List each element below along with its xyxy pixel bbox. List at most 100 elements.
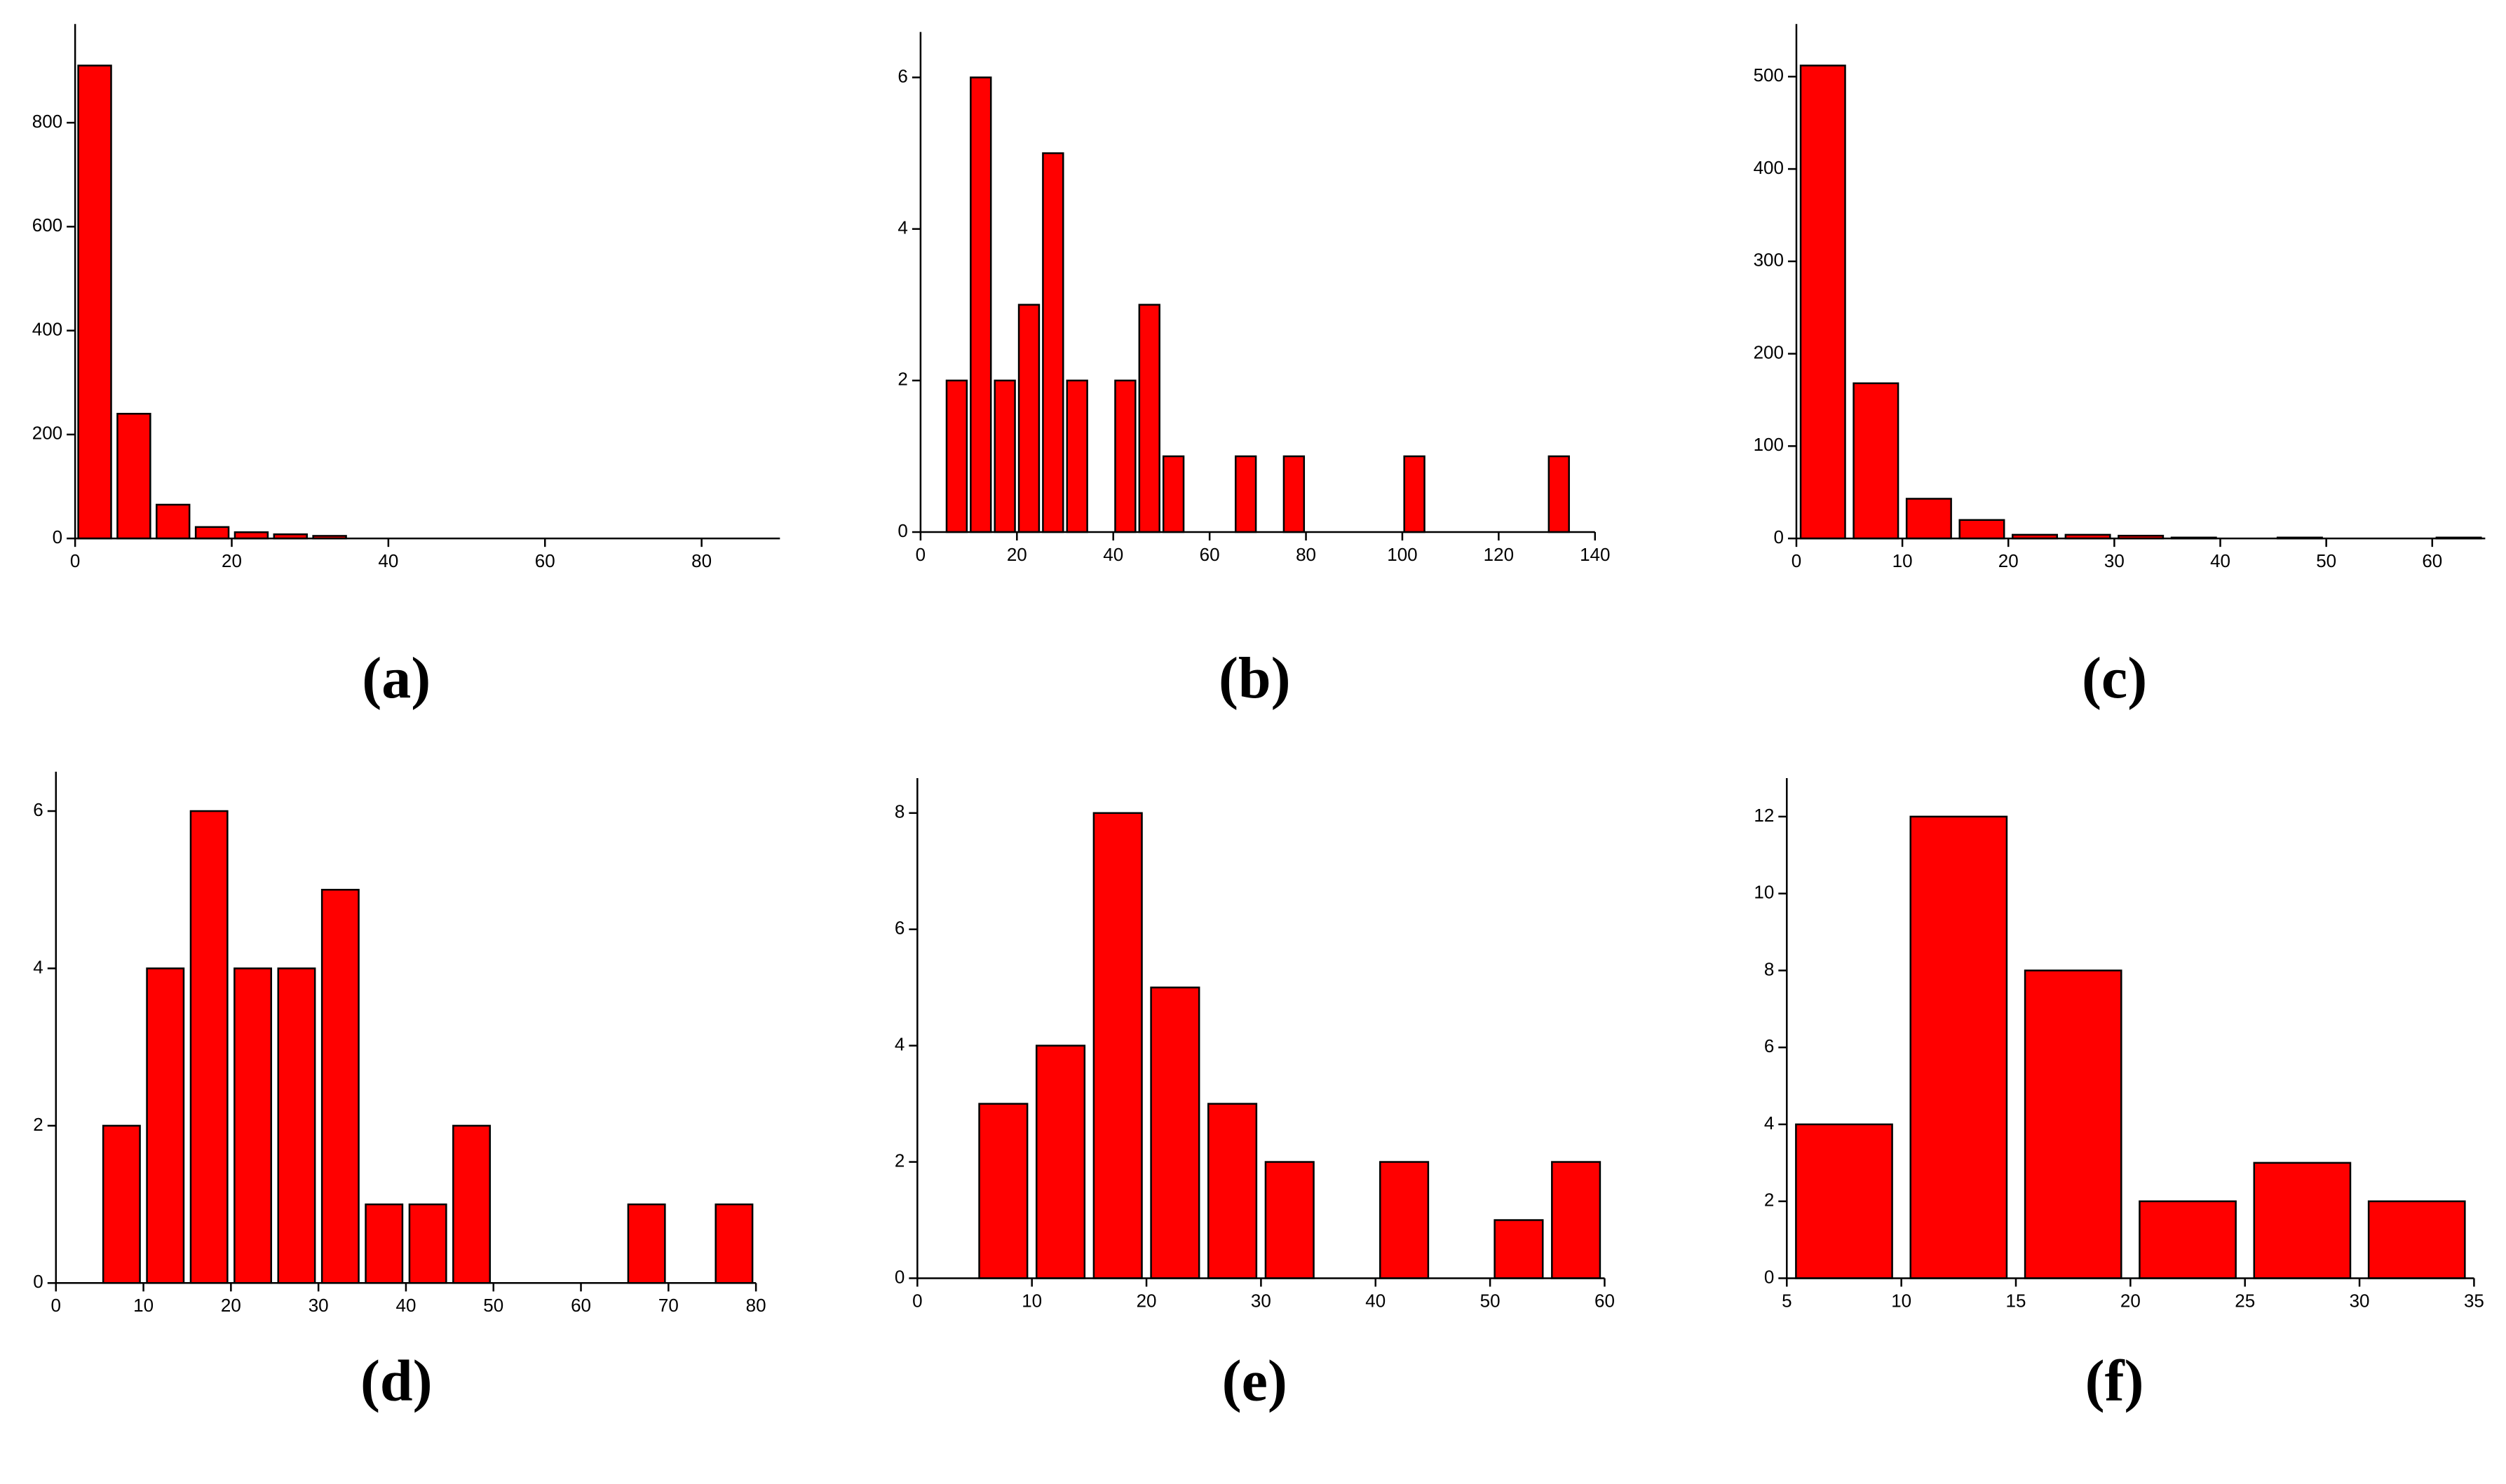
- x-tick-label: 60: [535, 550, 555, 571]
- y-tick-label: 2: [1764, 1190, 1774, 1211]
- x-tick-label: 80: [1296, 544, 1316, 565]
- x-tick-label: 140: [1580, 544, 1610, 565]
- bar: [1264, 1161, 1315, 1279]
- y-tick-label: 0: [898, 520, 907, 541]
- y-tick-label: 6: [33, 799, 43, 820]
- y-tick-label: 2: [33, 1114, 43, 1135]
- bar: [1138, 304, 1160, 533]
- x-tick-label: 20: [1007, 544, 1027, 565]
- bar: [994, 379, 1016, 533]
- bar: [1494, 1219, 1544, 1279]
- y-tick-label: 100: [1754, 434, 1784, 455]
- bar: [1042, 152, 1064, 533]
- bar: [714, 1203, 754, 1284]
- x-tick-label: 20: [222, 550, 242, 571]
- x-tick-label: 25: [2235, 1290, 2255, 1311]
- x-tick-label: 40: [378, 550, 398, 571]
- y-tick-label: 2: [898, 369, 907, 390]
- bar: [1282, 455, 1306, 533]
- x-tick-label: 0: [912, 1290, 922, 1311]
- x-tick-label: 30: [2350, 1290, 2370, 1311]
- y-tick-label: 200: [1754, 341, 1784, 362]
- bar: [1909, 815, 2008, 1279]
- y-tick-label: 400: [32, 318, 62, 339]
- x-tick-label: 60: [1594, 1290, 1615, 1311]
- panel-caption: (c): [2082, 646, 2147, 711]
- bar: [1379, 1161, 1430, 1279]
- x-tick-label: 20: [221, 1295, 241, 1316]
- x-tick-label: 80: [746, 1295, 766, 1316]
- bar: [1092, 812, 1143, 1279]
- bar: [320, 888, 360, 1284]
- x-tick-label: 40: [395, 1295, 416, 1316]
- bar: [77, 64, 112, 540]
- bar: [1853, 382, 1899, 540]
- bar: [978, 1103, 1029, 1279]
- x-tick-label: 50: [483, 1295, 503, 1316]
- bar: [1035, 1044, 1086, 1279]
- bar: [233, 967, 273, 1284]
- bar: [2253, 1162, 2352, 1279]
- bar: [408, 1203, 447, 1284]
- y-tick-label: 0: [33, 1271, 43, 1292]
- y-tick-label: 0: [53, 526, 62, 547]
- bar: [1799, 64, 1846, 540]
- x-tick-label: 30: [1251, 1290, 1271, 1311]
- bar: [2024, 969, 2122, 1279]
- x-tick-label: 10: [1022, 1290, 1042, 1311]
- bar: [233, 531, 269, 540]
- y-tick-label: 400: [1754, 157, 1784, 178]
- y-tick-label: 200: [32, 423, 62, 444]
- bar: [146, 967, 185, 1284]
- panel-caption: (a): [362, 646, 431, 711]
- x-tick-label: 50: [1480, 1290, 1501, 1311]
- y-tick-label: 800: [32, 111, 62, 132]
- bar: [2367, 1200, 2466, 1279]
- panel-caption: (d): [360, 1349, 433, 1414]
- y-tick-label: 10: [1754, 882, 1774, 903]
- bar: [970, 76, 992, 533]
- bar: [1150, 986, 1200, 1279]
- bar: [627, 1203, 666, 1284]
- x-tick-label: 5: [1782, 1290, 1792, 1311]
- bar: [1114, 379, 1137, 533]
- y-tick-label: 8: [1764, 958, 1774, 979]
- y-tick-label: 4: [33, 956, 43, 977]
- bar: [945, 379, 968, 533]
- y-tick-label: 4: [895, 1034, 905, 1055]
- bar: [102, 1124, 141, 1284]
- y-tick-label: 12: [1754, 805, 1774, 826]
- x-tick-label: 100: [1387, 544, 1417, 565]
- panel-caption: (f): [2085, 1349, 2144, 1414]
- bar: [1547, 455, 1570, 533]
- x-tick-label: 60: [2422, 550, 2442, 571]
- y-tick-label: 0: [1764, 1266, 1774, 1287]
- bar: [194, 526, 230, 540]
- x-tick-label: 20: [1137, 1290, 1157, 1311]
- x-tick-label: 120: [1484, 544, 1514, 565]
- x-tick-label: 0: [70, 550, 80, 571]
- x-tick-label: 20: [1998, 550, 2019, 571]
- bar: [1795, 1123, 1893, 1279]
- bar: [1905, 498, 1952, 540]
- bar: [1066, 379, 1088, 533]
- bar: [1017, 304, 1041, 533]
- y-tick-label: 0: [1774, 526, 1784, 547]
- x-tick-label: 10: [1891, 1290, 1911, 1311]
- x-tick-label: 50: [2316, 550, 2336, 571]
- x-tick-label: 0: [916, 544, 926, 565]
- y-tick-label: 8: [895, 801, 905, 822]
- x-tick-label: 15: [2006, 1290, 2026, 1311]
- x-tick-label: 35: [2464, 1290, 2484, 1311]
- x-tick-label: 0: [1792, 550, 1801, 571]
- y-tick-label: 2: [895, 1150, 905, 1171]
- bar: [1234, 455, 1257, 533]
- x-tick-label: 40: [1103, 544, 1123, 565]
- bar: [1207, 1103, 1258, 1279]
- y-tick-label: 4: [1764, 1112, 1774, 1134]
- y-tick-label: 4: [898, 217, 907, 238]
- bar: [1551, 1161, 1601, 1279]
- x-tick-label: 70: [658, 1295, 679, 1316]
- x-tick-label: 10: [133, 1295, 154, 1316]
